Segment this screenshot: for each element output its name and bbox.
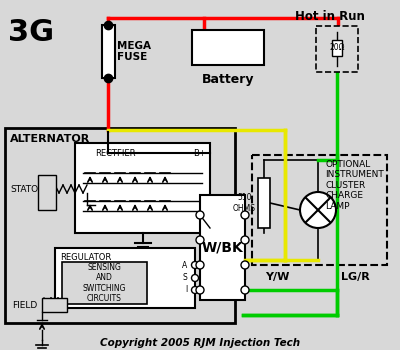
Bar	[332, 40, 342, 56]
Bar	[258, 178, 270, 228]
Circle shape	[192, 261, 198, 268]
Text: 510
OHMS: 510 OHMS	[233, 193, 256, 213]
Text: A: A	[182, 260, 187, 270]
Text: 20Ω: 20Ω	[329, 43, 345, 52]
Text: S: S	[182, 273, 187, 282]
Bar	[62, 262, 147, 304]
Text: Battery: Battery	[202, 73, 254, 86]
Circle shape	[241, 211, 249, 219]
Text: Copyright 2005 RJM Injection Tech: Copyright 2005 RJM Injection Tech	[100, 338, 300, 348]
Text: SENSING
AND
SWITCHING
CIRCUITS: SENSING AND SWITCHING CIRCUITS	[83, 263, 126, 303]
Bar	[38, 175, 56, 210]
Bar	[200, 195, 245, 300]
Circle shape	[196, 286, 204, 294]
Text: −: −	[232, 37, 250, 57]
Circle shape	[241, 286, 249, 294]
Text: Y/W: Y/W	[265, 272, 289, 282]
Text: LG/R: LG/R	[341, 272, 370, 282]
Circle shape	[196, 211, 204, 219]
Circle shape	[300, 192, 336, 228]
Text: W/BK: W/BK	[202, 240, 243, 254]
Text: FIELD: FIELD	[12, 301, 37, 309]
Bar	[75, 143, 210, 233]
Text: I: I	[185, 286, 187, 294]
Circle shape	[192, 274, 198, 281]
Circle shape	[196, 236, 204, 244]
Circle shape	[192, 287, 198, 294]
Text: RECTFIER: RECTFIER	[95, 149, 136, 158]
Bar	[5, 128, 235, 323]
Text: OPTIONAL
INSTRUMENT
CLUSTER
CHARGE
LAMP: OPTIONAL INSTRUMENT CLUSTER CHARGE LAMP	[325, 160, 384, 211]
Circle shape	[241, 261, 249, 269]
Bar	[316, 26, 358, 72]
Circle shape	[241, 236, 249, 244]
Text: ALTERNATOR: ALTERNATOR	[10, 134, 90, 144]
Text: +: +	[205, 38, 222, 57]
Bar	[102, 25, 114, 78]
Bar	[55, 248, 195, 308]
Circle shape	[196, 261, 204, 269]
Bar	[42, 298, 67, 312]
Bar	[192, 30, 264, 65]
Text: 3G: 3G	[8, 18, 54, 47]
Text: Hot in Run: Hot in Run	[295, 10, 365, 23]
Text: MEGA
FUSE: MEGA FUSE	[117, 41, 151, 62]
Bar	[252, 155, 387, 265]
Text: REGULATOR: REGULATOR	[60, 253, 111, 262]
Text: B+: B+	[193, 149, 206, 158]
Text: STATOR: STATOR	[10, 186, 44, 195]
